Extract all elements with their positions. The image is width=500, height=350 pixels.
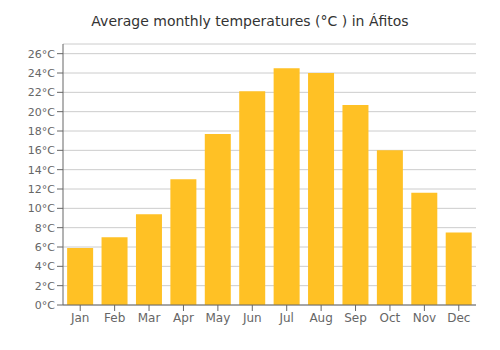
svg-text:May: May [205,311,230,325]
svg-text:18°C: 18°C [28,125,55,138]
svg-text:24°C: 24°C [28,67,55,80]
svg-text:16°C: 16°C [28,144,55,157]
svg-text:0°C: 0°C [35,299,55,312]
svg-text:12°C: 12°C [28,183,55,196]
svg-text:Jun: Jun [242,311,262,325]
svg-text:22°C: 22°C [28,86,55,99]
svg-text:Jul: Jul [278,311,293,325]
svg-text:14°C: 14°C [28,164,55,177]
svg-text:Feb: Feb [104,311,125,325]
svg-text:8°C: 8°C [35,222,55,235]
svg-text:Apr: Apr [173,311,194,325]
svg-text:4°C: 4°C [35,260,55,273]
svg-text:Sep: Sep [344,311,367,325]
svg-text:2°C: 2°C [35,280,55,293]
svg-text:6°C: 6°C [35,241,55,254]
svg-text:26°C: 26°C [28,48,55,61]
svg-text:Nov: Nov [413,311,436,325]
svg-text:10°C: 10°C [28,202,55,215]
svg-text:Oct: Oct [380,311,401,325]
svg-text:20°C: 20°C [28,106,55,119]
svg-text:Mar: Mar [138,311,161,325]
svg-text:Jan: Jan [70,311,90,325]
svg-text:Aug: Aug [309,311,332,325]
svg-text:Dec: Dec [447,311,470,325]
html-text:Average monthly temperatures (: Average monthly temperatures (°C ) in Áf… [91,13,409,29]
